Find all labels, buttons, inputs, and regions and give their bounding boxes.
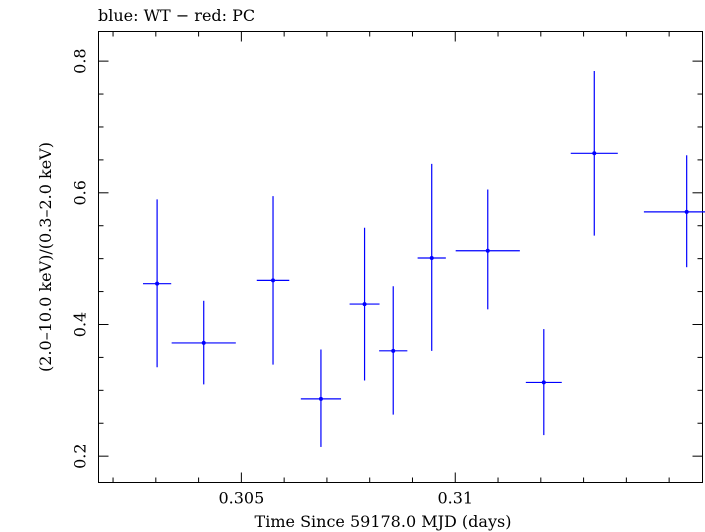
- data-series: [142, 71, 705, 447]
- point-marker: [429, 255, 434, 260]
- chart-title: blue: WT − red: PC: [98, 6, 255, 25]
- data-point: [300, 349, 342, 447]
- data-point: [256, 196, 290, 365]
- x-tick-label: 0.31: [437, 489, 473, 508]
- data-point: [379, 286, 408, 415]
- point-marker: [362, 302, 367, 307]
- point-marker: [318, 396, 323, 401]
- axis-ticks: [98, 31, 703, 483]
- point-marker: [684, 209, 689, 214]
- data-point: [455, 189, 520, 310]
- y-tick-label: 0.8: [71, 48, 90, 73]
- data-point: [171, 300, 236, 385]
- y-axis-label: (2.0–10.0 keV)/(0.3–2.0 keV): [36, 142, 55, 372]
- y-tick-label: 0.2: [71, 443, 90, 468]
- y-tick-label: 0.4: [71, 312, 90, 337]
- point-marker: [592, 151, 597, 156]
- data-point: [142, 199, 172, 368]
- data-point: [525, 329, 562, 436]
- data-point: [570, 71, 618, 236]
- point-marker: [391, 348, 396, 353]
- y-tick-label: 0.6: [71, 180, 90, 205]
- x-axis-label: Time Since 59178.0 MJD (days): [255, 512, 512, 531]
- data-point: [643, 155, 705, 268]
- data-point: [417, 163, 446, 351]
- plot-frame: [98, 31, 703, 483]
- y-tick-labels: 0.2 0.4 0.6 0.8: [71, 48, 90, 468]
- point-marker: [201, 340, 206, 345]
- point-marker: [485, 248, 490, 253]
- x-tick-label: 0.305: [218, 489, 264, 508]
- point-marker: [155, 281, 160, 286]
- point-marker: [271, 278, 276, 283]
- x-tick-labels: 0.305 0.31: [218, 489, 473, 508]
- point-marker: [541, 380, 546, 385]
- data-point: [349, 227, 380, 381]
